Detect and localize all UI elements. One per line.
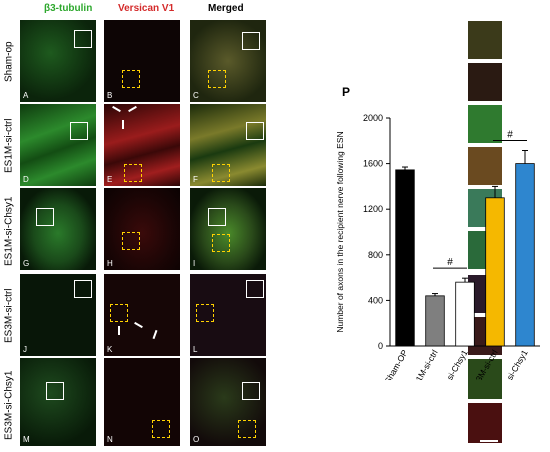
bar-es3m-si-chsy1	[515, 163, 535, 347]
panel-f: F	[190, 104, 266, 186]
bar-es1m-si-chsy1	[455, 281, 475, 347]
inset-sham-2	[467, 62, 503, 102]
roi-box	[246, 280, 264, 298]
panel-letter: L	[193, 345, 198, 354]
roi-box-dashed	[124, 164, 142, 182]
x-tick-label: Sham-OP	[382, 348, 409, 380]
panel-letter: N	[107, 435, 113, 444]
chart-panel-letter: P	[342, 85, 350, 99]
panel-i: I	[190, 188, 266, 270]
roi-box	[70, 122, 88, 140]
panel-letter: J	[23, 345, 27, 354]
panel-letter: E	[107, 175, 113, 184]
roi-box-dashed	[208, 70, 226, 88]
panel-letter: O	[193, 435, 200, 444]
row-label-es3m-si-chsy1: ES3M-si-Chsy1	[3, 370, 15, 440]
panel-g: G	[20, 188, 96, 270]
panel-letter: K	[107, 345, 113, 354]
roi-box	[74, 280, 92, 298]
arrowhead-mark	[152, 329, 158, 340]
x-tick-label: ES1M-si-ctrl	[408, 348, 440, 380]
roi-box-dashed	[212, 164, 230, 182]
panel-h: H	[104, 188, 180, 270]
y-axis-label: Number of axons in the recipient nerve f…	[335, 131, 345, 332]
y-tick-label: 400	[368, 295, 383, 305]
scale-bar	[480, 440, 498, 442]
panel-letter: D	[23, 175, 29, 184]
inset-es3m-chsy1-1	[467, 358, 503, 400]
roi-box	[246, 122, 264, 140]
panel-k: K	[104, 274, 180, 356]
y-tick-label: 1600	[363, 159, 383, 169]
panel-c: C	[190, 20, 266, 102]
panel-e: E	[104, 104, 180, 186]
panel-letter: H	[107, 259, 113, 268]
row-label-es1m-si-chsy1: ES1M-si-Chsy1	[3, 196, 15, 266]
panel-letter: C	[193, 91, 199, 100]
roi-box	[208, 208, 226, 226]
panel-o: O	[190, 358, 266, 446]
panel-m: M	[20, 358, 96, 446]
panel-a: A	[20, 20, 96, 102]
y-tick-label: 0	[378, 341, 383, 351]
significance-symbol: #	[447, 257, 453, 268]
panel-letter: F	[193, 175, 198, 184]
y-tick-label: 1200	[363, 204, 383, 214]
col-title-versican-v1: Versican V1	[118, 3, 175, 14]
arrowhead-mark	[134, 321, 143, 329]
inset-es3m-chsy1-2	[467, 402, 503, 444]
roi-box	[242, 382, 260, 400]
panel-b: B	[104, 20, 180, 102]
y-tick-label: 2000	[363, 113, 383, 123]
x-tick-label: ES3M-si-ctrl	[468, 348, 500, 380]
inset-es1m-ctrl-2	[467, 146, 503, 186]
panel-letter: G	[23, 259, 30, 268]
panel-l: L	[190, 274, 266, 356]
axon-count-bar-chart: P Number of axons in the recipient nerve…	[335, 85, 540, 380]
roi-box-dashed	[122, 232, 140, 250]
roi-box-dashed	[196, 304, 214, 322]
bar-es1m-si-ctrl	[425, 295, 445, 347]
roi-box	[74, 30, 92, 48]
row-label-es3m-si-ctrl: ES3M-si-ctrl	[3, 288, 15, 344]
significance-symbol: #	[507, 129, 513, 140]
col-title-beta3-tubulin: β3-tubulin	[44, 3, 93, 14]
panel-letter: A	[23, 91, 29, 100]
inset-es1m-ctrl-1	[467, 104, 503, 144]
panel-letter: M	[23, 435, 30, 444]
panel-d: D	[20, 104, 96, 186]
arrowhead-mark	[118, 326, 120, 335]
roi-box-dashed	[238, 420, 256, 438]
bar-sham-op	[395, 169, 415, 347]
arrowhead-mark	[112, 105, 121, 113]
roi-box	[36, 208, 54, 226]
panel-n: N	[104, 358, 180, 446]
bar-es3m-si-ctrl	[485, 197, 505, 347]
col-title-merged: Merged	[208, 3, 244, 14]
panel-letter: B	[107, 91, 113, 100]
roi-box-dashed	[152, 420, 170, 438]
roi-box	[46, 382, 64, 400]
roi-box	[242, 32, 260, 50]
roi-box-dashed	[122, 70, 140, 88]
arrowhead-mark	[122, 120, 124, 129]
panel-j: J	[20, 274, 96, 356]
row-label-sham-op: Sham-op	[3, 41, 15, 83]
roi-box-dashed	[212, 234, 230, 252]
row-label-es1m-si-ctrl: ES1M-si-ctrl	[3, 118, 15, 174]
panel-letter: I	[193, 259, 196, 268]
arrowhead-mark	[128, 105, 137, 113]
y-tick-label: 800	[368, 250, 383, 260]
inset-sham-1	[467, 20, 503, 60]
roi-box-dashed	[110, 304, 128, 322]
